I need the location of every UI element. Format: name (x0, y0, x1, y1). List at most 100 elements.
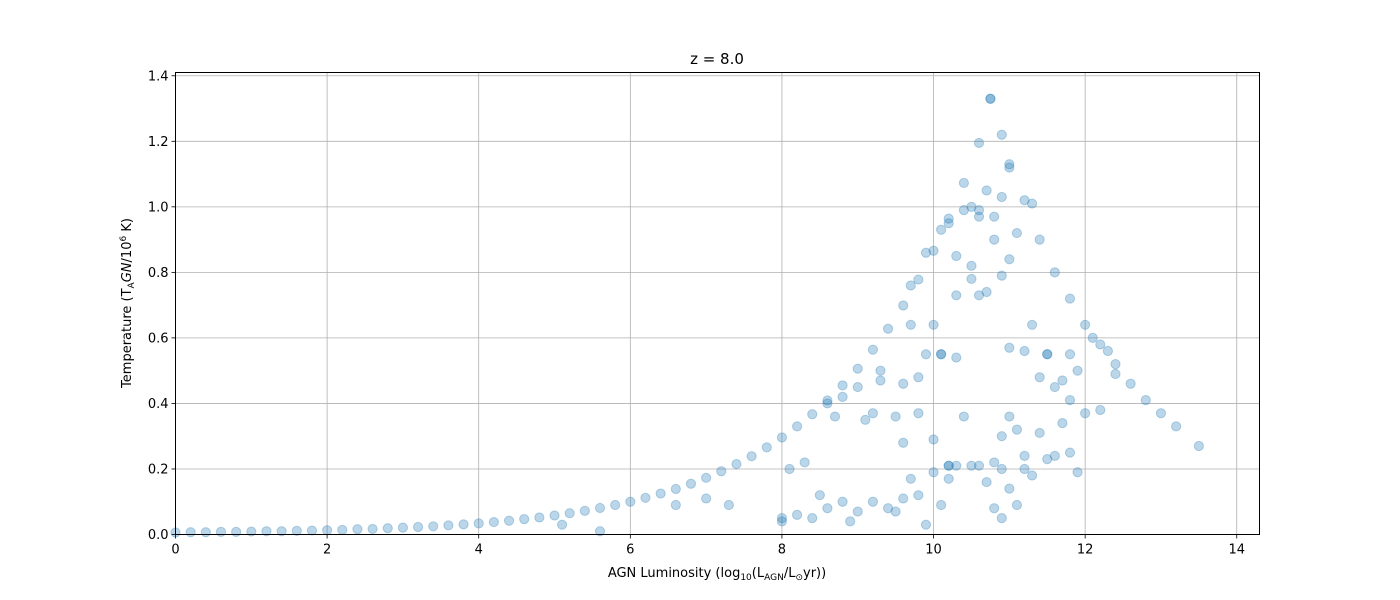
data-point (473, 518, 484, 529)
data-point (1042, 349, 1053, 360)
x-tick-label: 8 (778, 543, 786, 558)
y-axis-label: Temperature (TAGN/106 K) (119, 218, 137, 389)
data-point (1080, 408, 1091, 419)
data-point (966, 273, 977, 285)
data-point (784, 463, 795, 475)
data-point (822, 398, 833, 409)
data-point (958, 411, 969, 422)
data-point (898, 378, 909, 389)
data-point (1049, 381, 1060, 393)
data-point (882, 503, 894, 514)
data-point (928, 467, 939, 478)
data-point (1004, 162, 1015, 173)
data-point (989, 457, 1000, 468)
data-point (1064, 395, 1076, 406)
data-point (1034, 427, 1045, 439)
data-point (443, 520, 454, 531)
grid (175, 72, 1260, 535)
data-point (829, 411, 841, 422)
data-point (936, 224, 947, 235)
x-axis-label: AGN Luminosity (log10(LAGN/L⊙yr)) (608, 566, 826, 583)
data-point (397, 522, 409, 533)
data-point (852, 506, 863, 517)
data-point (890, 506, 901, 517)
data-point (943, 213, 954, 224)
data-point (185, 527, 196, 538)
data-point (936, 499, 947, 511)
data-point (905, 280, 916, 291)
data-point (943, 218, 954, 229)
data-point (352, 524, 363, 535)
axis-ticks: 0 2 4 6 8 10 12 14 0.0 0.2 0.4 0.6 0.8 1.0 1.2 1.4 (148, 69, 1245, 557)
data-point (996, 431, 1007, 442)
data-point (685, 478, 697, 489)
data-point (951, 290, 962, 301)
data-points (170, 93, 1204, 538)
data-point (882, 323, 894, 334)
data-point (875, 375, 886, 386)
data-point (966, 260, 977, 271)
data-point (837, 496, 848, 507)
data-point (958, 205, 969, 216)
data-point (1125, 378, 1136, 389)
data-point (936, 349, 947, 360)
data-point (996, 513, 1007, 524)
data-point (814, 490, 825, 501)
data-point (291, 525, 302, 536)
data-point (928, 319, 939, 330)
data-point (564, 508, 575, 519)
data-point (1057, 417, 1068, 429)
data-point (776, 513, 788, 524)
data-point (943, 473, 954, 484)
data-point (1026, 470, 1038, 481)
data-point (1155, 408, 1167, 419)
data-point (1026, 198, 1038, 209)
data-point (655, 488, 666, 499)
data-point (928, 245, 939, 256)
data-point (1042, 454, 1053, 465)
data-point (936, 349, 947, 360)
data-point (981, 476, 992, 488)
data-point (799, 457, 810, 468)
y-tick-label: 1.2 (148, 135, 169, 150)
data-point (996, 129, 1007, 140)
data-point (822, 395, 833, 406)
data-point (701, 493, 712, 504)
data-point (1019, 345, 1030, 357)
data-point (1087, 332, 1098, 344)
data-point (905, 473, 916, 484)
data-point (412, 521, 424, 533)
data-point (200, 527, 211, 538)
y-tick-label: 1.0 (148, 200, 169, 215)
data-point (1019, 195, 1030, 206)
data-point (985, 93, 996, 104)
data-point (428, 521, 439, 532)
data-point (920, 349, 932, 360)
data-point (1057, 375, 1068, 386)
data-point (943, 460, 954, 471)
data-point (1140, 395, 1151, 406)
data-point (973, 460, 985, 471)
data-point (1011, 499, 1023, 511)
data-point (503, 515, 515, 526)
data-point (625, 496, 636, 507)
y-tick-label: 0.0 (148, 528, 169, 543)
data-point (534, 512, 545, 523)
data-point (958, 177, 969, 189)
data-point (640, 492, 651, 503)
data-point (928, 434, 939, 445)
data-point (966, 201, 977, 212)
data-point (867, 496, 878, 507)
data-point (1004, 159, 1015, 170)
data-point (985, 93, 996, 104)
x-tick-label: 6 (626, 543, 634, 558)
data-point (1049, 267, 1060, 278)
plot-frame (175, 72, 1260, 535)
data-point (989, 503, 1000, 514)
data-point (951, 250, 962, 262)
data-point (996, 270, 1007, 281)
data-point (579, 505, 590, 517)
data-point (1011, 424, 1023, 435)
data-point (913, 490, 924, 501)
